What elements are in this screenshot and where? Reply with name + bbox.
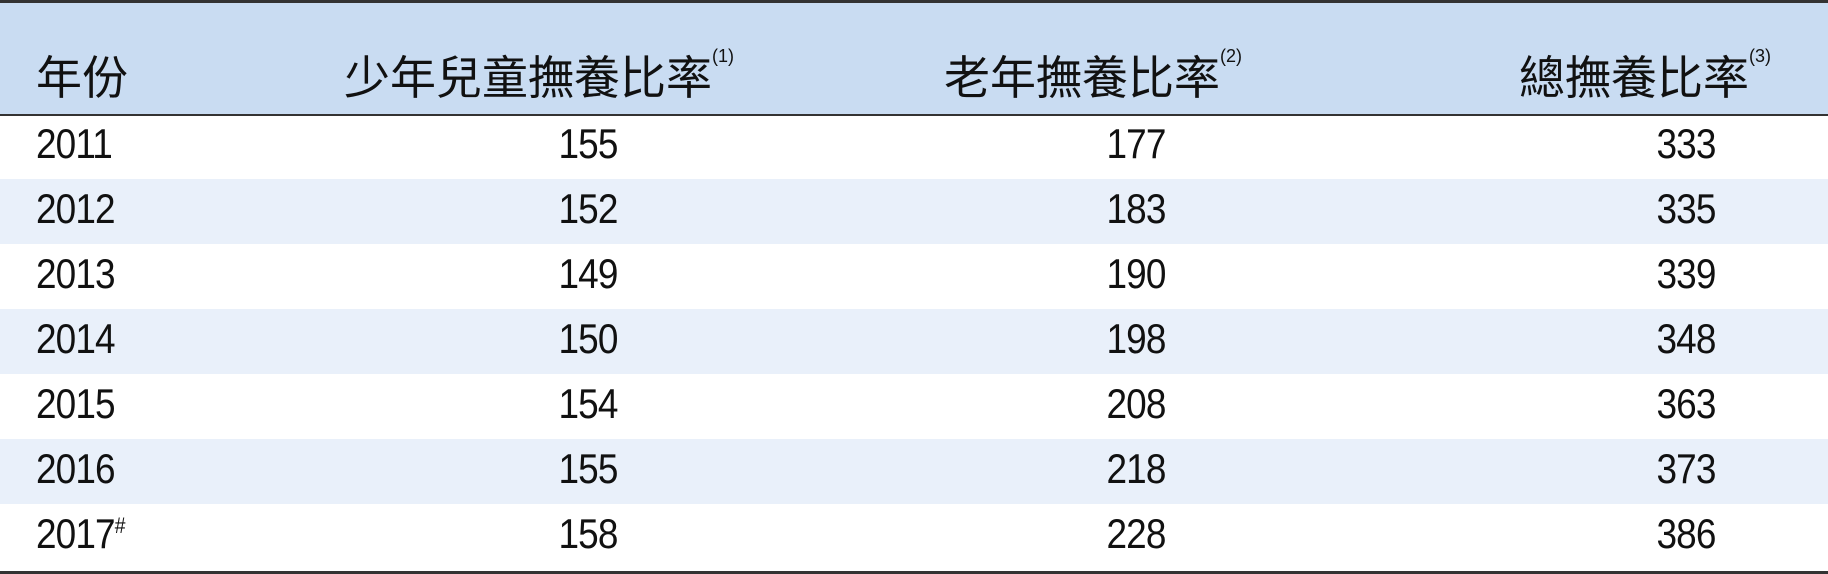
table-row: 2016 155 218 373 <box>0 439 1828 504</box>
header-year: 年份 <box>36 42 128 108</box>
cell-elderly-ratio: 198 <box>1106 315 1166 362</box>
cell-elderly-ratio: 183 <box>1106 185 1166 232</box>
footnote-marker: (3) <box>1749 46 1771 66</box>
header-child-ratio: 少年兒童撫養比率(1) <box>344 42 734 108</box>
bottom-border <box>0 571 1828 574</box>
cell-child-ratio: 155 <box>558 445 618 492</box>
header-label: 年份 <box>36 52 128 104</box>
table-row: 2017# 158 228 386 <box>0 504 1828 569</box>
cell-child-ratio: 150 <box>558 315 618 362</box>
table-row: 2012 152 183 335 <box>0 179 1828 244</box>
cell-elderly-ratio: 208 <box>1106 380 1166 427</box>
cell-child-ratio: 158 <box>558 510 618 557</box>
cell-total-ratio: 363 <box>1656 380 1716 427</box>
table-row: 2013 149 190 339 <box>0 244 1828 309</box>
cell-child-ratio: 155 <box>558 120 618 167</box>
cell-child-ratio: 152 <box>558 185 618 232</box>
provisional-marker: # <box>114 513 126 538</box>
cell-year: 2014 <box>36 315 116 362</box>
footnote-marker: (1) <box>712 46 734 66</box>
cell-total-ratio: 335 <box>1656 185 1716 232</box>
table-header: 年份 少年兒童撫養比率(1) 老年撫養比率(2) 總撫養比率(3) <box>0 3 1828 116</box>
cell-elderly-ratio: 218 <box>1106 445 1166 492</box>
header-label: 少年兒童撫養比率 <box>344 52 712 104</box>
cell-total-ratio: 333 <box>1656 120 1716 167</box>
table-row: 2015 154 208 363 <box>0 374 1828 439</box>
cell-year: 2011 <box>36 120 113 167</box>
cell-total-ratio: 373 <box>1656 445 1716 492</box>
cell-year: 2016 <box>36 445 116 492</box>
header-total-ratio: 總撫養比率(3) <box>1519 42 1771 108</box>
header-label: 總撫養比率 <box>1519 52 1749 104</box>
header-elderly-ratio: 老年撫養比率(2) <box>944 42 1242 108</box>
cell-year: 2012 <box>36 185 116 232</box>
header-label: 老年撫養比率 <box>944 52 1220 104</box>
cell-elderly-ratio: 177 <box>1106 120 1166 167</box>
cell-child-ratio: 149 <box>558 250 618 297</box>
table-row: 2014 150 198 348 <box>0 309 1828 374</box>
cell-total-ratio: 348 <box>1656 315 1716 362</box>
cell-year: 2013 <box>36 250 116 297</box>
footnote-marker: (2) <box>1220 46 1242 66</box>
cell-total-ratio: 339 <box>1656 250 1716 297</box>
cell-year: 2015 <box>36 380 116 427</box>
cell-year: 2017# <box>36 510 126 557</box>
cell-elderly-ratio: 190 <box>1106 250 1166 297</box>
table-row: 2011 155 177 333 <box>0 114 1828 179</box>
cell-total-ratio: 386 <box>1656 510 1716 557</box>
cell-elderly-ratio: 228 <box>1106 510 1166 557</box>
cell-child-ratio: 154 <box>558 380 618 427</box>
